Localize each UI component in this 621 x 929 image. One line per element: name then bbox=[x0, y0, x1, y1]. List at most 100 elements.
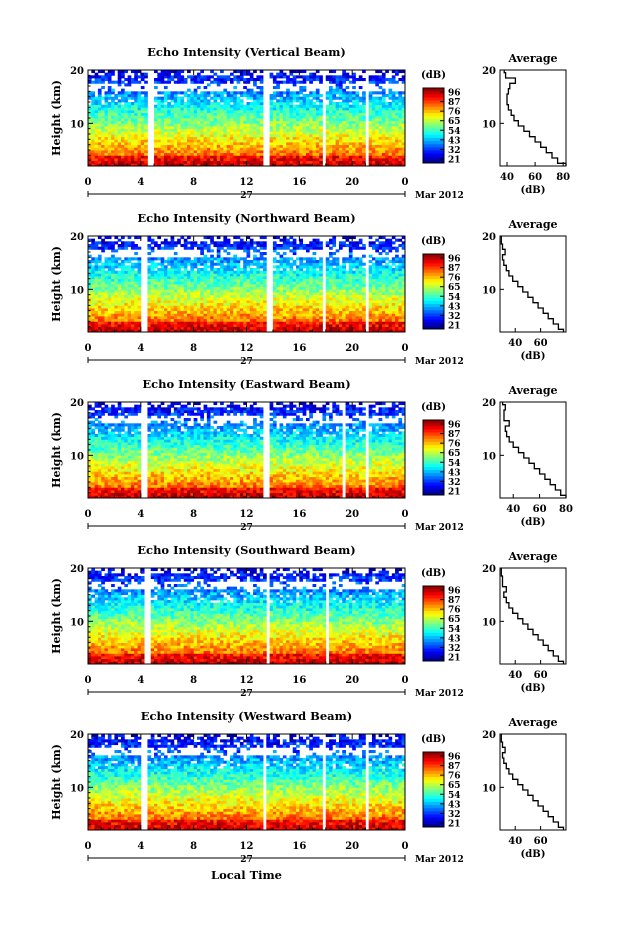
heatmap-cell bbox=[256, 126, 261, 130]
heatmap-cell bbox=[114, 324, 119, 328]
heatmap-cell bbox=[183, 262, 188, 266]
heatmap-cell bbox=[305, 257, 310, 261]
heatmap-cell bbox=[269, 136, 274, 140]
heatmap-cell bbox=[180, 131, 185, 135]
heatmap-cell bbox=[177, 268, 181, 272]
heatmap-cell bbox=[187, 123, 191, 127]
heatmap-cell bbox=[348, 112, 353, 116]
heatmap-cell bbox=[276, 134, 280, 138]
colorbar-segment bbox=[423, 153, 444, 158]
heatmap-cell bbox=[107, 257, 112, 261]
heatmap-cell bbox=[289, 104, 294, 108]
heatmap-cell bbox=[94, 318, 99, 322]
heatmap-cell bbox=[200, 281, 204, 285]
heatmap-cell bbox=[329, 134, 333, 138]
heatmap-cell bbox=[289, 158, 294, 162]
heatmap-cell bbox=[157, 110, 162, 114]
heatmap-cell bbox=[127, 308, 132, 312]
heatmap-cell bbox=[200, 123, 204, 127]
heatmap-cell bbox=[338, 83, 343, 87]
heatmap-cell bbox=[368, 128, 373, 132]
heatmap-cell bbox=[137, 257, 142, 261]
heatmap-cell bbox=[216, 318, 221, 322]
heatmap-cell bbox=[256, 128, 261, 132]
heatmap-cell bbox=[147, 326, 152, 330]
heatmap-cell bbox=[107, 294, 112, 298]
heatmap-cell bbox=[243, 120, 247, 124]
heatmap-cell bbox=[97, 160, 102, 164]
heatmap-cell bbox=[124, 316, 129, 320]
heatmap-cell bbox=[378, 107, 383, 111]
heatmap-cell bbox=[249, 286, 254, 290]
heatmap-cell bbox=[335, 147, 340, 151]
heatmap-cell bbox=[272, 308, 277, 312]
heatmap-cell bbox=[134, 155, 138, 159]
heatmap-cell bbox=[107, 302, 112, 306]
heatmap-cell bbox=[246, 292, 251, 296]
heatmap-cell bbox=[279, 136, 284, 140]
heatmap-cell bbox=[272, 158, 277, 162]
heatmap-cell bbox=[130, 244, 135, 248]
heatmap-cell bbox=[246, 70, 251, 74]
heatmap-cell bbox=[130, 273, 135, 277]
heatmap-cell bbox=[395, 91, 399, 95]
heatmap-cell bbox=[107, 91, 112, 95]
heatmap-cell bbox=[134, 276, 138, 280]
heatmap-cell bbox=[97, 281, 102, 285]
heatmap-cell bbox=[137, 131, 142, 135]
heatmap-cell bbox=[256, 260, 261, 264]
heatmap-cell bbox=[259, 80, 264, 84]
heatmap-cell bbox=[170, 155, 175, 159]
heatmap-cell bbox=[206, 94, 211, 98]
heatmap-cell bbox=[130, 321, 135, 325]
heatmap-cell bbox=[279, 318, 284, 322]
heatmap-cell bbox=[121, 72, 125, 76]
heatmap-cell bbox=[385, 158, 389, 162]
heatmap-cell bbox=[253, 147, 257, 151]
heatmap-cell bbox=[177, 321, 181, 325]
heatmap-cell bbox=[213, 136, 218, 140]
heatmap-cell bbox=[157, 134, 162, 138]
heatmap-cell bbox=[196, 163, 201, 167]
heatmap-cell bbox=[154, 262, 158, 266]
heatmap-cell bbox=[157, 236, 162, 240]
heatmap-cell bbox=[305, 292, 310, 296]
heatmap-cell bbox=[140, 91, 145, 95]
heatmap-cell bbox=[101, 241, 105, 245]
heatmap-cell bbox=[94, 99, 99, 103]
heatmap-cell bbox=[269, 99, 274, 103]
heatmap-cell bbox=[276, 131, 280, 135]
heatmap-cell bbox=[111, 163, 115, 167]
heatmap-cell bbox=[236, 257, 241, 261]
heatmap-cell bbox=[338, 102, 343, 106]
heatmap-cell bbox=[111, 115, 115, 119]
heatmap-cell bbox=[134, 252, 138, 256]
heatmap-cell bbox=[144, 160, 148, 164]
heatmap-cell bbox=[91, 326, 95, 330]
heatmap-cell bbox=[355, 94, 360, 98]
heatmap-cell bbox=[342, 147, 346, 151]
heatmap-cell bbox=[381, 128, 386, 132]
heatmap-cell bbox=[180, 260, 185, 264]
heatmap-cell bbox=[249, 292, 254, 296]
heatmap-cell bbox=[249, 104, 254, 108]
heatmap-cell bbox=[229, 316, 234, 320]
heatmap-cell bbox=[355, 102, 360, 106]
heatmap-cell bbox=[127, 284, 132, 288]
heatmap-cell bbox=[236, 281, 241, 285]
heatmap-cell bbox=[196, 104, 201, 108]
heatmap-cell bbox=[375, 118, 379, 122]
heatmap-cell bbox=[101, 160, 105, 164]
heatmap-cell bbox=[220, 321, 224, 325]
heatmap-cell bbox=[289, 142, 294, 146]
heatmap-cell bbox=[111, 142, 115, 146]
heatmap-cell bbox=[177, 144, 181, 148]
heatmap-cell bbox=[259, 252, 264, 256]
heatmap-cell bbox=[114, 302, 119, 306]
heatmap-cell bbox=[150, 289, 155, 293]
heatmap-cell bbox=[160, 142, 165, 146]
heatmap-cell bbox=[177, 265, 181, 269]
heatmap-cell bbox=[319, 318, 323, 322]
heatmap-cell bbox=[243, 107, 247, 111]
heatmap-cell bbox=[173, 278, 178, 282]
